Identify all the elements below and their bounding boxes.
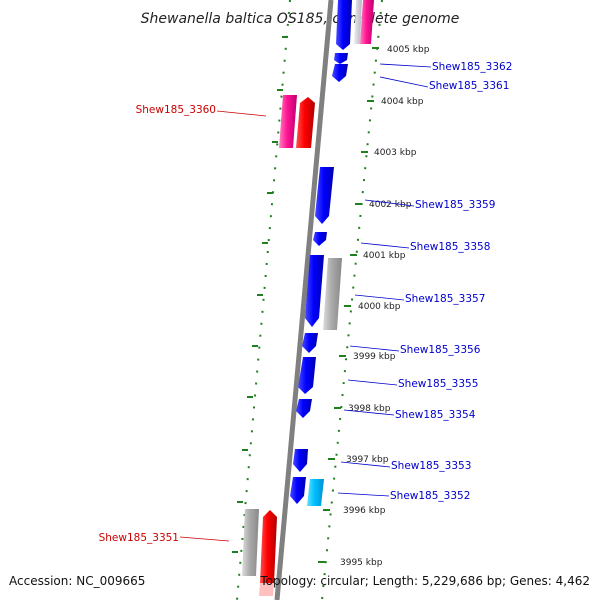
right-major-ticks xyxy=(318,47,379,563)
label-connectors-left xyxy=(179,110,267,542)
scale-label-3998: 3998 kbp xyxy=(348,404,391,414)
gene-3362[interactable] xyxy=(334,53,348,64)
left-tick-ruler xyxy=(236,0,291,600)
gene-3352-cyan[interactable] xyxy=(307,479,324,506)
scale-label-3999: 3999 kbp xyxy=(353,352,396,362)
gene-label-3356[interactable]: Shew185_3356 xyxy=(400,344,481,356)
gene-label-3358[interactable]: Shew185_3358 xyxy=(410,241,490,253)
gene-3351-faded xyxy=(259,583,274,596)
scale-label-4003: 4003 kbp xyxy=(374,148,417,158)
gene-label-3362[interactable]: Shew185_3362 xyxy=(432,61,512,73)
gene-label-3359[interactable]: Shew185_3359 xyxy=(415,199,495,211)
gene-label-3354[interactable]: Shew185_3354 xyxy=(395,409,476,421)
gene-3351-pseudo[interactable] xyxy=(242,509,259,576)
right-tick-ruler xyxy=(321,0,383,600)
gene-3362-top[interactable] xyxy=(336,0,352,50)
gene-label-3361[interactable]: Shew185_3361 xyxy=(429,80,509,92)
gene-3358[interactable] xyxy=(313,232,327,246)
gene-3361[interactable] xyxy=(332,64,348,82)
scale-label-4004: 4004 kbp xyxy=(381,97,424,107)
scale-label-3996: 3996 kbp xyxy=(343,506,386,516)
label-connectors-right xyxy=(337,63,432,497)
gene-3354[interactable] xyxy=(296,399,312,418)
gene-label-3351[interactable]: Shew185_3351 xyxy=(99,532,179,544)
gene-label-3355[interactable]: Shew185_3355 xyxy=(398,378,478,390)
gene-3356[interactable] xyxy=(302,333,318,353)
genome-backbone xyxy=(274,0,334,600)
gene-3357[interactable] xyxy=(305,255,324,327)
gene-3351[interactable] xyxy=(260,510,277,583)
accession-text: Accession: NC_009665 xyxy=(9,574,146,588)
gene-3355[interactable] xyxy=(298,357,316,394)
gene-3362-pseudo[interactable] xyxy=(354,0,362,44)
gene-3362-rna[interactable] xyxy=(360,0,374,44)
gene-3360[interactable] xyxy=(296,97,315,148)
gene-label-3353[interactable]: Shew185_3353 xyxy=(391,460,471,472)
gene-3352[interactable] xyxy=(290,477,306,504)
scale-label-4005: 4005 kbp xyxy=(387,45,430,55)
gene-3353[interactable] xyxy=(293,449,308,472)
scale-label-3997: 3997 kbp xyxy=(346,455,389,465)
gene-3359[interactable] xyxy=(315,167,334,224)
scale-label-4002: 4002 kbp xyxy=(369,200,412,210)
gene-label-3352[interactable]: Shew185_3352 xyxy=(390,490,470,502)
gene-label-3360[interactable]: Shew185_3360 xyxy=(136,104,216,116)
topology-text: Topology: circular; Length: 5,229,686 bp… xyxy=(260,574,590,588)
gene-3360-rna[interactable] xyxy=(279,95,297,148)
scale-label-3995: 3995 kbp xyxy=(340,558,383,568)
map-title: Shewanella baltica OS185, complete genom… xyxy=(141,11,460,27)
gene-3357-pseudo[interactable] xyxy=(323,258,342,330)
scale-label-4001: 4001 kbp xyxy=(363,251,406,261)
left-major-ticks xyxy=(232,36,288,553)
scale-label-4000: 4000 kbp xyxy=(358,302,401,312)
gene-label-3357[interactable]: Shew185_3357 xyxy=(405,293,485,305)
